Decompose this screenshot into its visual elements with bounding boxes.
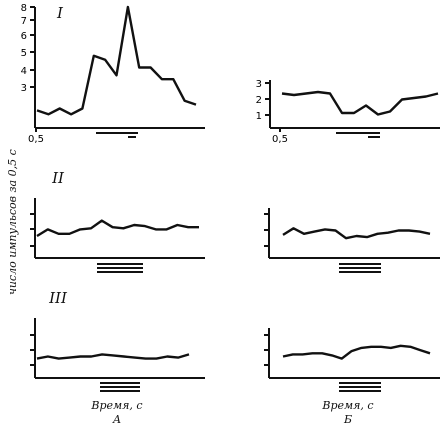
y-tick-label-I-A-2: 5 — [21, 48, 27, 59]
series-line-II-A — [36, 219, 199, 238]
col-b-label-group-line-1: Б — [343, 413, 352, 424]
series-line-III-A — [36, 353, 190, 360]
y-tick-label-I-B-0: 1 — [256, 111, 262, 122]
series-line-II-B — [282, 227, 431, 240]
series-line-I-B — [281, 90, 439, 116]
y-axis-label: число импульсов за 0,5 с — [6, 149, 19, 295]
panel-III-A: III — [30, 289, 205, 392]
y-tick-label-I-A-4: 7 — [21, 16, 27, 27]
x-tick-label-I-B: 0,5 — [272, 134, 288, 145]
y-tick-label-I-A-1: 4 — [21, 66, 27, 77]
y-tick-label-I-A-3: 6 — [21, 31, 27, 42]
x-tick-label-I-A: 0,5 — [28, 134, 44, 145]
panel-II-A: II — [30, 169, 205, 273]
column-b-label: Время, сБ — [321, 399, 373, 424]
series-line-III-B — [282, 344, 431, 360]
row-label-I: I — [56, 4, 64, 22]
y-tick-label-I-B-1: 2 — [256, 95, 262, 106]
y-tick-label-I-A-5: 8 — [21, 3, 27, 14]
row-label-III: III — [48, 289, 68, 307]
series-line-I-A — [36, 5, 197, 116]
panel-I-B: 1 2 3 0,5 — [256, 79, 440, 145]
y-tick-label-I-A-0: 3 — [21, 83, 27, 94]
col-a-label-group-line-1: А — [112, 413, 121, 424]
column-a-label: Время, сА — [90, 399, 142, 424]
row-label-II: II — [51, 169, 65, 187]
panel-II-B — [264, 208, 440, 273]
col-a-label-group-line-0: Время, с — [90, 399, 142, 412]
y-tick-label-I-B-2: 3 — [256, 79, 262, 90]
col-b-label-group-line-0: Время, с — [321, 399, 373, 412]
panel-I-A: 3 4 5 6 7 8 0,5 I — [21, 3, 205, 145]
panel-III-B — [264, 328, 440, 392]
